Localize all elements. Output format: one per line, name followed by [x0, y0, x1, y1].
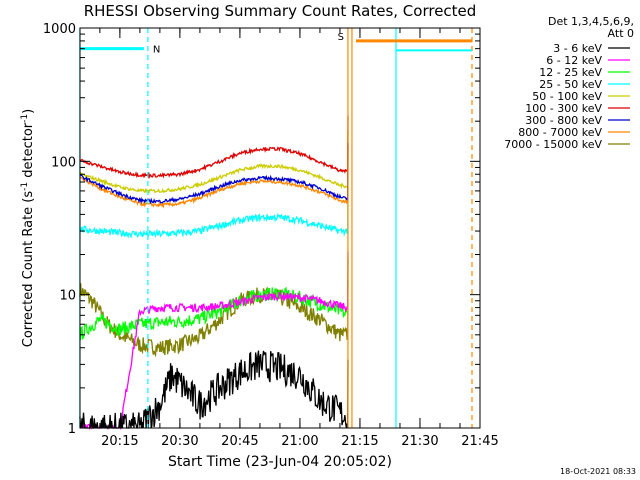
x-axis: 20:15 20:30 20:45 21:00 21:15 21:30 21:45 — [99, 28, 499, 449]
y-tick-label: 100 — [51, 155, 76, 170]
y-tick-label: 10 — [59, 289, 76, 304]
chart-title: RHESSI Observing Summary Count Rates, Co… — [84, 2, 477, 20]
x-tick-label: 21:15 — [341, 434, 378, 449]
legend-label: 25 - 50 keV — [539, 78, 602, 91]
y-tick-label: 1000 — [43, 22, 76, 37]
series-line — [79, 142, 349, 205]
legend-label: 12 - 25 keV — [539, 66, 602, 79]
x-axis-label: Start Time (23-Jun-04 20:05:02) — [168, 454, 392, 470]
annotation-label: S — [338, 32, 344, 43]
x-tick-label: 21:45 — [461, 434, 498, 449]
timestamp: 18-Oct-2021 08:33 — [560, 467, 636, 476]
x-tick-label: 20:15 — [101, 434, 138, 449]
legend-label: 50 - 100 keV — [532, 90, 602, 103]
legend-label: 7000 - 15000 keV — [504, 138, 602, 151]
legend-label: 800 - 7000 keV — [518, 126, 602, 139]
legend-label: 3 - 6 keV — [553, 42, 602, 55]
annotation-label: N — [153, 45, 160, 56]
legend-header: Att 0 — [608, 27, 634, 40]
x-tick-label: 20:30 — [161, 434, 198, 449]
y-axis-label: Corrected Count Rate (s-1 detector-1) — [20, 109, 36, 347]
legend-label: 100 - 300 keV — [525, 102, 602, 115]
x-tick-label: 21:30 — [401, 434, 438, 449]
legend-header: Det 1,3,4,5,6,9, — [548, 15, 634, 28]
series-line — [79, 130, 349, 194]
x-tick-label: 20:45 — [221, 434, 258, 449]
series-line — [79, 257, 349, 341]
legend-label: 6 - 12 keV — [546, 54, 602, 67]
series-line — [79, 251, 349, 431]
series-line — [79, 115, 349, 180]
series-line — [79, 146, 349, 209]
y-axis: 1 10 100 1000 — [43, 22, 480, 437]
y-tick-label: 1 — [68, 422, 76, 437]
series-line — [79, 175, 349, 239]
legend-label: 300 - 800 keV — [525, 114, 602, 127]
x-tick-label: 21:00 — [281, 434, 318, 449]
series-line — [79, 279, 349, 358]
series-line — [79, 350, 349, 430]
